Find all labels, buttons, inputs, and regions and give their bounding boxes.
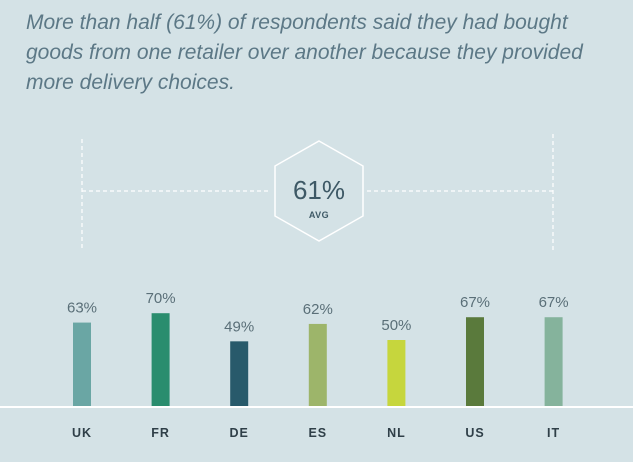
value-label-uk: 63% <box>67 300 97 317</box>
average-label: AVG <box>309 210 329 220</box>
value-label-es: 62% <box>303 301 333 318</box>
category-label-es: ES <box>308 426 327 440</box>
average-hexagon <box>274 140 364 242</box>
value-label-de: 49% <box>224 318 254 335</box>
bar-nl <box>387 340 406 407</box>
value-label-fr: 70% <box>146 290 176 307</box>
bar-us <box>466 317 484 407</box>
average-indicator: 61% AVG <box>81 134 554 250</box>
value-label-us: 67% <box>460 294 490 311</box>
category-labels: UK FR DE ES NL US IT <box>72 426 560 440</box>
bar-uk <box>73 322 91 407</box>
value-label-nl: 50% <box>381 317 411 334</box>
category-label-us: US <box>465 426 484 440</box>
bar-de <box>230 341 249 407</box>
average-value: 61% <box>293 175 345 205</box>
bar-it <box>544 317 563 407</box>
bars-group: 63% 70% 49% 62% 50% 67% 67% <box>67 290 569 407</box>
value-label-it: 67% <box>539 294 569 311</box>
bar-fr <box>151 313 170 407</box>
category-label-fr: FR <box>151 426 170 440</box>
category-label-uk: UK <box>72 426 92 440</box>
headline: More than half (61%) of respondents said… <box>26 11 583 94</box>
category-label-de: DE <box>230 426 249 440</box>
bar-es <box>308 323 327 407</box>
category-label-it: IT <box>547 426 560 440</box>
category-label-nl: NL <box>387 426 406 440</box>
